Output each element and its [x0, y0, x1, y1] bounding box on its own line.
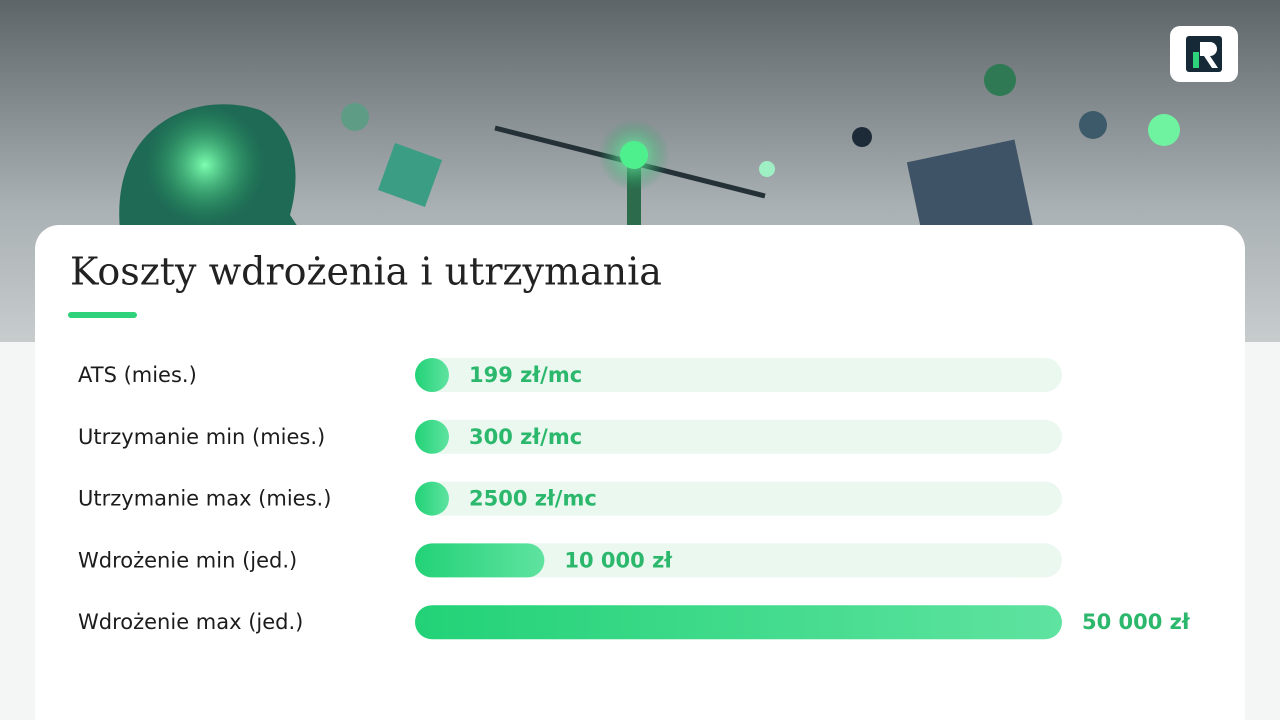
- category-label: Wdrożenie max (jed.): [78, 610, 303, 634]
- card: [35, 225, 1245, 720]
- bar-track: [415, 481, 1062, 516]
- value-label: 10 000 zł: [564, 548, 673, 572]
- bar: [415, 358, 449, 392]
- category-label: Wdrożenie min (jed.): [78, 548, 297, 572]
- bar-track: [415, 419, 1062, 454]
- value-label: 300 zł/mc: [469, 425, 582, 449]
- value-label: 199 zł/mc: [469, 363, 582, 387]
- category-label: ATS (mies.): [78, 363, 197, 387]
- bar: [415, 605, 1062, 640]
- bar: [415, 543, 545, 578]
- category-label: Utrzymanie min (mies.): [78, 425, 325, 449]
- bar: [415, 419, 449, 454]
- bar: [415, 481, 449, 516]
- value-label: 2500 zł/mc: [469, 487, 597, 511]
- chart-title: Koszty wdrożenia i utrzymania: [70, 250, 662, 294]
- title-underline: [68, 312, 137, 318]
- bar-track: [415, 358, 1062, 392]
- value-label: 50 000 zł: [1082, 610, 1191, 634]
- category-label: Utrzymanie max (mies.): [78, 487, 331, 511]
- bar-track: [415, 543, 1062, 578]
